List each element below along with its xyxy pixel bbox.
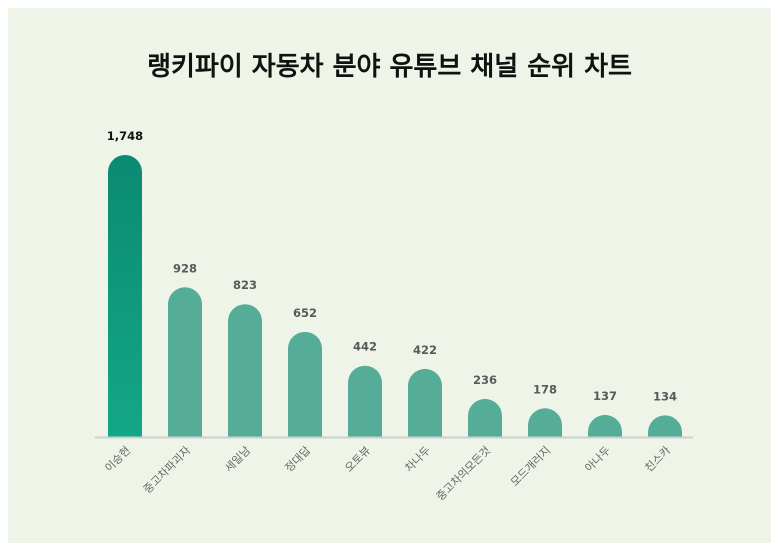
value-label-1: 1,748 [107, 129, 143, 143]
chart-title: 랭키파이 자동차 분야 유튜브 채널 순위 차트 [147, 52, 632, 82]
value-label-3: 823 [233, 278, 257, 292]
bar-10 [648, 415, 682, 437]
value-label-5: 442 [353, 340, 377, 354]
category-label-2: 중고차파괴자 [141, 444, 193, 496]
value-label-7: 236 [473, 373, 497, 387]
bar-9 [588, 414, 622, 437]
bar-8 [528, 408, 562, 437]
bar-6 [408, 368, 442, 437]
bar-1 [108, 155, 142, 437]
bar-2 [168, 287, 202, 437]
category-label-3: 세일남 [222, 443, 253, 474]
bar-5 [348, 365, 382, 437]
value-label-2: 928 [173, 261, 197, 275]
value-label-8: 178 [533, 382, 557, 396]
category-label-7: 중고차의모든것 [434, 444, 493, 503]
category-label-4: 정대답 [282, 444, 313, 475]
value-label-9: 137 [593, 389, 617, 403]
category-label-10: 친스카 [642, 444, 673, 475]
bar-4 [288, 331, 322, 437]
value-label-6: 422 [413, 343, 437, 357]
category-label-9: 아나두 [582, 444, 613, 475]
category-label-8: 모드개러지 [508, 444, 553, 489]
bar-3 [228, 304, 262, 437]
category-label-1: 이승현 [102, 444, 133, 475]
value-label-4: 652 [293, 306, 317, 320]
category-label-6: 차나두 [402, 444, 433, 475]
bar-7 [468, 398, 502, 437]
category-label-5: 오토뷰 [342, 444, 373, 475]
value-label-10: 134 [653, 389, 677, 403]
